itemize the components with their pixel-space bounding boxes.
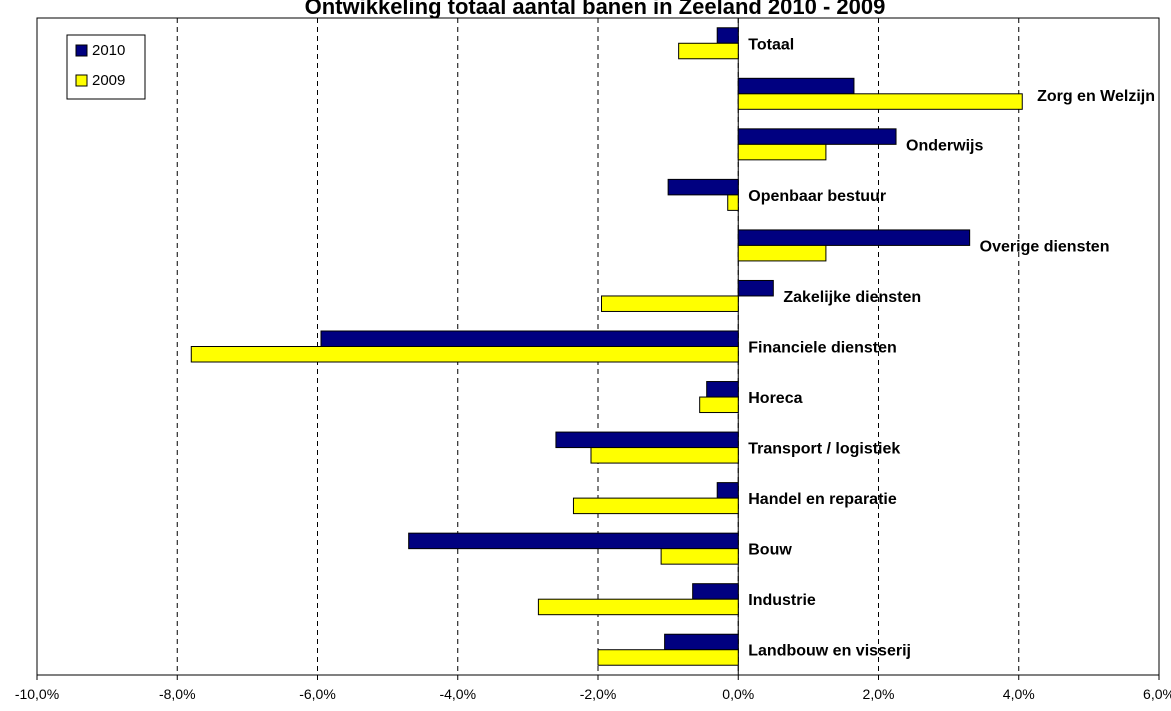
bar-2009 bbox=[737, 244, 827, 262]
category-label: Onderwijs bbox=[906, 137, 983, 154]
bar-2009 bbox=[190, 346, 739, 363]
legend-swatch-2009 bbox=[75, 74, 88, 87]
bar-2010 bbox=[692, 583, 739, 600]
bar-2009 bbox=[590, 447, 739, 464]
bar-2009 bbox=[537, 598, 739, 616]
x-tick-label: 0,0% bbox=[722, 686, 754, 702]
bar-2009 bbox=[601, 295, 739, 312]
x-tick-label: 2,0% bbox=[863, 686, 895, 702]
bar-2009 bbox=[597, 649, 739, 666]
category-label: Transport / logistiek bbox=[748, 441, 900, 458]
bar-2010 bbox=[706, 381, 739, 398]
category-label: Landbouw en visserij bbox=[748, 643, 911, 660]
legend-swatch-2010 bbox=[75, 44, 88, 57]
category-label: Totaal bbox=[748, 36, 794, 53]
category-label: Horeca bbox=[748, 390, 802, 407]
legend-label-2009: 2009 bbox=[92, 72, 125, 89]
category-label: Bouw bbox=[748, 542, 792, 559]
x-tick-label: -6,0% bbox=[299, 686, 336, 702]
bar-2010 bbox=[737, 229, 971, 246]
bar-2010 bbox=[320, 330, 739, 347]
x-tick-label: -4,0% bbox=[439, 686, 476, 702]
bar-2010 bbox=[737, 279, 774, 297]
x-tick-label: 4,0% bbox=[1003, 686, 1035, 702]
bar-2009 bbox=[660, 548, 739, 565]
category-label: Industrie bbox=[748, 592, 816, 609]
category-label: Zorg en Welzijn bbox=[1037, 88, 1155, 105]
x-tick-label: -10,0% bbox=[15, 686, 59, 702]
bar-2010 bbox=[737, 128, 897, 145]
bar-2010 bbox=[555, 431, 739, 449]
category-label: Financiele diensten bbox=[748, 340, 896, 357]
category-label: Openbaar bestuur bbox=[748, 188, 886, 205]
category-label: Zakelijke diensten bbox=[783, 289, 921, 306]
category-label: Handel en reparatie bbox=[748, 491, 897, 508]
bar-2010 bbox=[408, 532, 739, 550]
bar-2009 bbox=[699, 396, 739, 414]
chart-title: Ontwikkeling totaal aantal banen in Zeel… bbox=[305, 0, 886, 19]
bar-2010 bbox=[737, 77, 855, 95]
legend: 2010 2009 bbox=[66, 34, 146, 100]
x-tick-label: -8,0% bbox=[159, 686, 196, 702]
category-labels: Totaal Zorg en Welzijn Onderwijs Openbaar b… bbox=[748, 36, 1155, 659]
bar-2010 bbox=[716, 482, 739, 499]
x-axis-ticks: -10,0% -8,0% -6,0% -4,0% -2,0% 0,0% 2,0% 4,0% 6,… bbox=[15, 675, 1171, 702]
bars bbox=[190, 18, 1023, 675]
legend-label-2010: 2010 bbox=[92, 42, 125, 59]
bar-2009 bbox=[572, 497, 739, 515]
bar-2009 bbox=[737, 93, 1023, 110]
bar-2010 bbox=[667, 178, 739, 196]
bar-2009 bbox=[737, 143, 827, 161]
x-tick-label: 6,0% bbox=[1143, 686, 1171, 702]
bar-2009 bbox=[678, 42, 739, 60]
x-tick-label: -2,0% bbox=[580, 686, 617, 702]
bar-2010 bbox=[664, 633, 739, 651]
bar-2010 bbox=[716, 27, 739, 44]
bar-2009 bbox=[727, 194, 739, 211]
category-label: Overige diensten bbox=[980, 238, 1110, 255]
